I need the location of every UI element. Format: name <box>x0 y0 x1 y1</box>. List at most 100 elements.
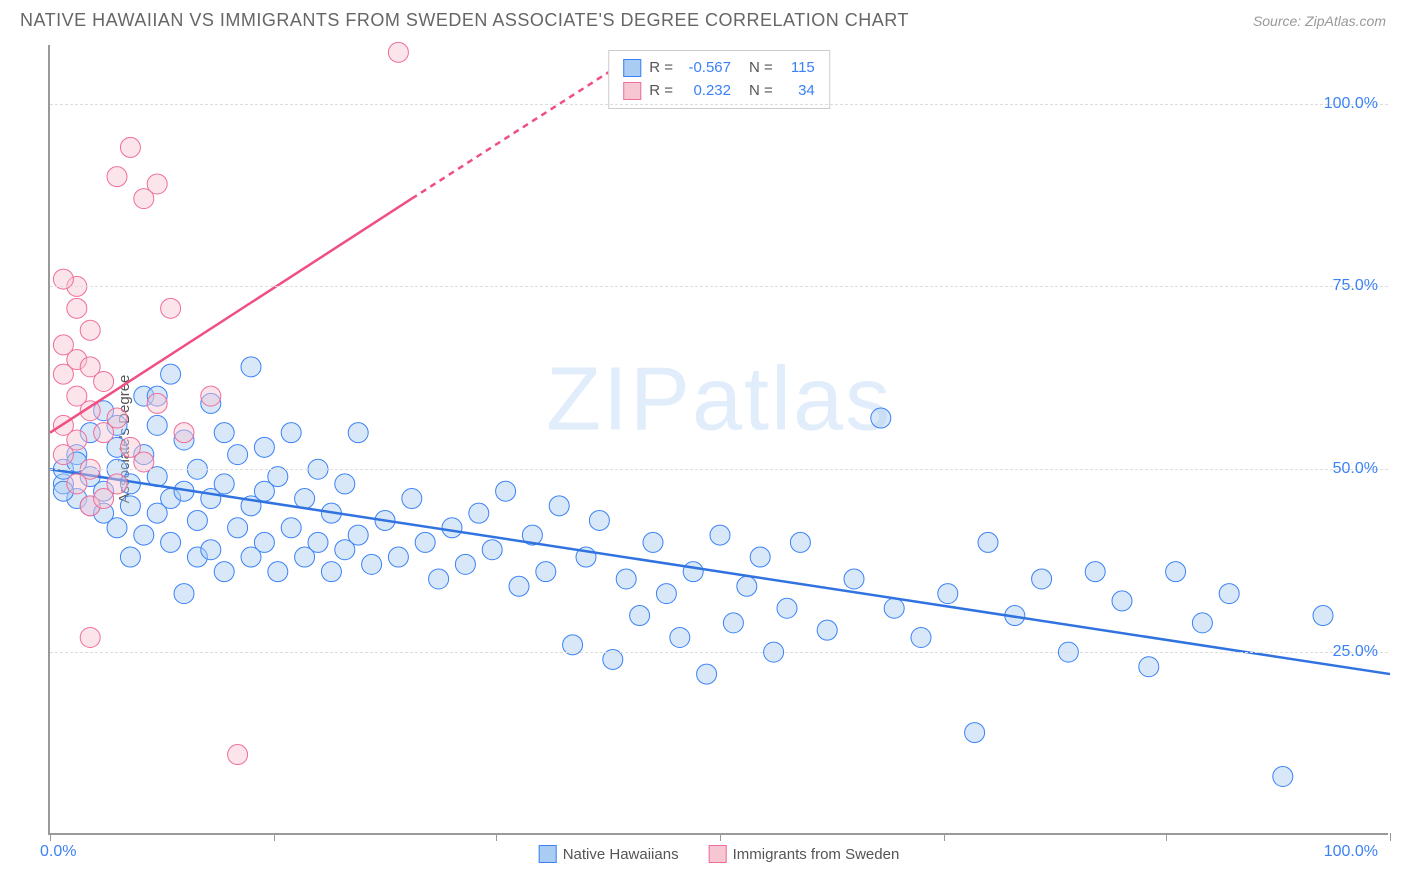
data-point <box>348 423 368 443</box>
data-point <box>482 540 502 560</box>
data-point <box>1192 613 1212 633</box>
x-tick <box>720 833 721 841</box>
x-tick <box>50 833 51 841</box>
regression-line-extension <box>412 52 640 198</box>
data-point <box>308 532 328 552</box>
data-point <box>214 423 234 443</box>
x-tick <box>496 833 497 841</box>
data-point <box>616 569 636 589</box>
y-tick-label: 25.0% <box>1333 643 1378 661</box>
data-point <box>295 489 315 509</box>
grid-line <box>50 469 1388 470</box>
data-point <box>1219 584 1239 604</box>
data-point <box>107 167 127 187</box>
data-point <box>120 496 140 516</box>
y-tick-label: 100.0% <box>1324 95 1378 113</box>
data-point <box>965 723 985 743</box>
n-value: 34 <box>781 80 815 103</box>
n-value: 115 <box>781 57 815 80</box>
data-point <box>335 474 355 494</box>
regression-line <box>50 469 1390 674</box>
data-point <box>442 518 462 538</box>
data-point <box>402 489 422 509</box>
data-point <box>790 532 810 552</box>
r-value: -0.567 <box>681 57 731 80</box>
legend-swatch <box>623 59 641 77</box>
grid-line <box>50 104 1388 105</box>
y-tick-label: 75.0% <box>1333 277 1378 295</box>
x-tick <box>944 833 945 841</box>
r-label: R = <box>649 57 673 80</box>
data-point <box>268 562 288 582</box>
data-point <box>938 584 958 604</box>
data-point <box>429 569 449 589</box>
y-tick-label: 50.0% <box>1333 460 1378 478</box>
data-point <box>94 371 114 391</box>
data-point <box>683 562 703 582</box>
data-point <box>777 598 797 618</box>
legend-item: Native Hawaiians <box>539 845 679 863</box>
legend-label: Immigrants from Sweden <box>733 846 900 863</box>
x-tick <box>1166 833 1167 841</box>
data-point <box>254 532 274 552</box>
source-attribution: Source: ZipAtlas.com <box>1253 13 1386 29</box>
data-point <box>549 496 569 516</box>
data-point <box>817 620 837 640</box>
r-value: 0.232 <box>681 80 731 103</box>
bottom-legend: Native Hawaiians Immigrants from Sweden <box>539 845 900 863</box>
data-point <box>737 576 757 596</box>
legend-label: Native Hawaiians <box>563 846 679 863</box>
data-point <box>1139 657 1159 677</box>
data-point <box>147 174 167 194</box>
chart-title: NATIVE HAWAIIAN VS IMMIGRANTS FROM SWEDE… <box>20 10 909 31</box>
data-point <box>80 628 100 648</box>
data-point <box>228 518 248 538</box>
data-point <box>241 357 261 377</box>
r-label: R = <box>649 80 673 103</box>
data-point <box>978 532 998 552</box>
data-point <box>348 525 368 545</box>
data-point <box>388 42 408 62</box>
correlation-legend-box: R =-0.567N =115R =0.232N =34 <box>608 50 830 109</box>
data-point <box>201 540 221 560</box>
legend-item: Immigrants from Sweden <box>709 845 900 863</box>
data-point <box>670 628 690 648</box>
data-point <box>161 532 181 552</box>
data-point <box>174 423 194 443</box>
x-axis-max-label: 100.0% <box>1324 843 1378 861</box>
data-point <box>201 386 221 406</box>
data-point <box>321 562 341 582</box>
data-point <box>1112 591 1132 611</box>
data-point <box>388 547 408 567</box>
data-point <box>415 532 435 552</box>
data-point <box>107 518 127 538</box>
n-label: N = <box>749 57 773 80</box>
data-point <box>656 584 676 604</box>
regression-line <box>50 199 412 433</box>
data-point <box>1085 562 1105 582</box>
data-point <box>871 408 891 428</box>
data-point <box>469 503 489 523</box>
grid-line <box>50 652 1388 653</box>
data-point <box>643 532 663 552</box>
data-point <box>134 525 154 545</box>
data-point <box>630 606 650 626</box>
legend-swatch <box>623 82 641 100</box>
scatter-plot-svg <box>50 45 1388 833</box>
data-point <box>228 445 248 465</box>
legend-swatch <box>539 845 557 863</box>
data-point <box>496 481 516 501</box>
data-point <box>67 298 87 318</box>
data-point <box>1313 606 1333 626</box>
data-point <box>147 415 167 435</box>
data-point <box>844 569 864 589</box>
data-point <box>120 547 140 567</box>
data-point <box>1166 562 1186 582</box>
data-point <box>589 510 609 530</box>
data-point <box>80 320 100 340</box>
correlation-row: R =0.232N =34 <box>623 80 815 103</box>
data-point <box>214 562 234 582</box>
data-point <box>455 554 475 574</box>
grid-line <box>50 286 1388 287</box>
data-point <box>107 408 127 428</box>
